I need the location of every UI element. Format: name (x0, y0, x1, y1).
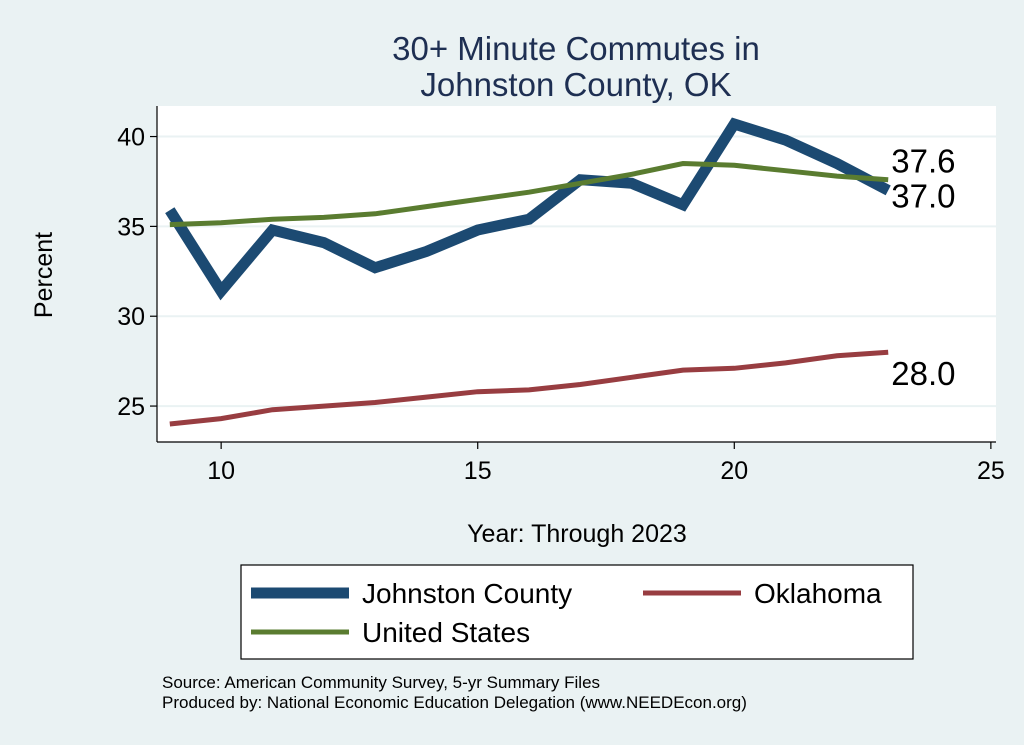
end-label-oklahoma: 28.0 (891, 355, 955, 392)
plot-area (157, 106, 996, 442)
chart-title-line-2: Johnston County, OK (420, 66, 731, 103)
source-note: Source: American Community Survey, 5-yr … (162, 673, 600, 692)
x-tick-label-15: 15 (464, 457, 492, 485)
x-tick-label-10: 10 (207, 457, 235, 485)
series-line-united-states (169, 160, 889, 228)
x-axis-label: Year: Through 2023 (467, 520, 687, 548)
x-tick-label-25: 25 (977, 457, 1005, 485)
y-tick-label-30: 30 (117, 303, 145, 331)
legend-label-united-states: United States (362, 617, 530, 648)
x-tick-label-20: 20 (720, 457, 748, 485)
legend-label-johnston-county: Johnston County (362, 578, 572, 609)
produced-by-note: Produced by: National Economic Education… (162, 693, 747, 712)
end-labels: 37.0 28.0 37.6 (891, 143, 955, 392)
x-axis-ticks: 10 15 20 25 (207, 442, 1005, 485)
y-axis-label: Percent (30, 232, 58, 318)
end-label-united-states: 37.6 (891, 143, 955, 180)
y-axis-ticks: 25 30 35 40 (117, 124, 157, 421)
legend-box (240, 564, 914, 660)
series-line-oklahoma (169, 349, 889, 427)
series-lines (165, 117, 891, 427)
y-tick-label-25: 25 (117, 393, 145, 421)
chart-title-line-1: 30+ Minute Commutes in (392, 30, 760, 67)
end-label-johnston-county: 37.0 (891, 177, 955, 214)
legend-label-oklahoma: Oklahoma (754, 578, 882, 609)
y-tick-label-40: 40 (117, 124, 145, 152)
y-tick-label-35: 35 (117, 213, 145, 241)
series-line-johnston-county (165, 117, 891, 301)
